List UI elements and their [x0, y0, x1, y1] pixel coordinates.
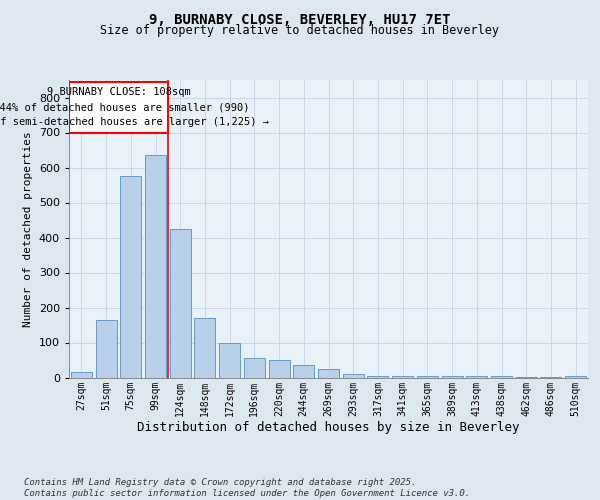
Bar — [392, 376, 413, 378]
Bar — [145, 155, 166, 378]
Bar — [417, 376, 438, 378]
Bar — [120, 176, 141, 378]
Bar — [70, 82, 168, 132]
Bar — [170, 229, 191, 378]
Bar — [565, 376, 586, 378]
Bar — [219, 342, 240, 378]
X-axis label: Distribution of detached houses by size in Beverley: Distribution of detached houses by size … — [137, 421, 520, 434]
Bar — [95, 320, 116, 378]
Bar — [516, 377, 537, 378]
Bar — [269, 360, 290, 378]
Bar — [343, 374, 364, 378]
Bar — [318, 369, 339, 378]
Bar — [293, 365, 314, 378]
Bar — [244, 358, 265, 378]
Y-axis label: Number of detached properties: Number of detached properties — [23, 131, 33, 326]
Bar — [466, 376, 487, 378]
Bar — [491, 376, 512, 378]
Bar — [194, 318, 215, 378]
Bar — [71, 372, 92, 378]
Text: Contains HM Land Registry data © Crown copyright and database right 2025.
Contai: Contains HM Land Registry data © Crown c… — [24, 478, 470, 498]
Text: Size of property relative to detached houses in Beverley: Size of property relative to detached ho… — [101, 24, 499, 37]
Text: 9, BURNABY CLOSE, BEVERLEY, HU17 7ET: 9, BURNABY CLOSE, BEVERLEY, HU17 7ET — [149, 12, 451, 26]
Bar — [541, 377, 562, 378]
Text: 9 BURNABY CLOSE: 108sqm
← 44% of detached houses are smaller (990)
55% of semi-d: 9 BURNABY CLOSE: 108sqm ← 44% of detache… — [0, 88, 269, 127]
Bar — [367, 376, 388, 378]
Bar — [442, 376, 463, 378]
